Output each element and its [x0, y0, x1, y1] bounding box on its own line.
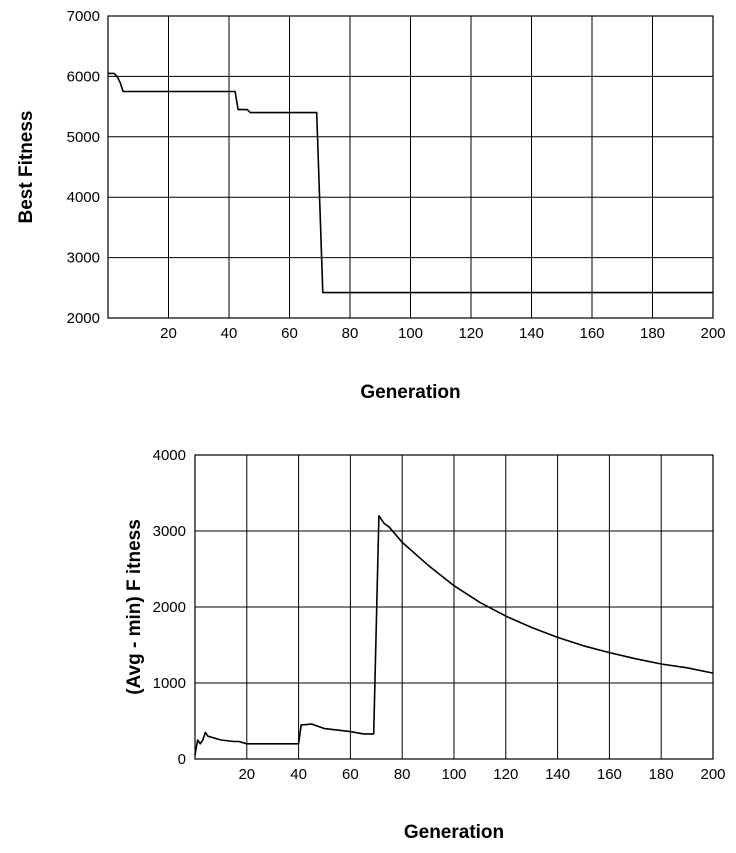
y-tick-label: 1000	[153, 675, 186, 692]
y-tick-label: 2000	[67, 310, 100, 327]
x-tick-label: 200	[700, 325, 725, 342]
plot-frame	[107, 15, 714, 319]
x-tick-label: 180	[640, 325, 665, 342]
y-tick-label: 5000	[67, 129, 100, 146]
x-tick-label: 140	[545, 766, 570, 783]
x-tick-label: 200	[700, 766, 725, 783]
x-tick-label: 80	[394, 766, 411, 783]
y-tick-label: 7000	[67, 8, 100, 25]
chart-1: 20 40 60 80 100 120 140 160 180 200 2000 3000 4000 50…	[16, 8, 726, 403]
x-axis-title: Generation	[360, 382, 460, 403]
y-tick-label: 2000	[153, 599, 186, 616]
x-tick-label: 160	[597, 766, 622, 783]
x-axis-title: Generation	[404, 822, 504, 843]
x-tick-label: 160	[579, 325, 604, 342]
x-tick-label: 20	[238, 766, 255, 783]
x-tick-label: 40	[290, 766, 307, 783]
y-axis-title: Best Fitness	[16, 111, 37, 224]
y-tick-label: 3000	[153, 523, 186, 540]
x-tick-label: 140	[519, 325, 544, 342]
x-tick-label: 120	[458, 325, 483, 342]
y-tick-label: 4000	[67, 189, 100, 206]
series-line	[194, 514, 714, 756]
x-tick-label: 120	[493, 766, 518, 783]
series-line	[108, 72, 713, 294]
y-tick-label: 3000	[67, 250, 100, 267]
x-tick-label: 100	[441, 766, 466, 783]
x-tick-label: 100	[398, 325, 423, 342]
y-tick-label: 0	[178, 751, 186, 768]
y-axis-title: (Avg - min) F itness	[124, 519, 145, 695]
x-tick-label: 60	[342, 766, 359, 783]
chart-2: 20 40 60 80 100 120 140 160 180 20001000200030004…	[124, 447, 726, 843]
y-tick-label: 6000	[67, 68, 100, 85]
y-tick-label: 4000	[153, 447, 186, 464]
x-tick-label: 80	[342, 325, 359, 342]
x-tick-label: 180	[649, 766, 674, 783]
x-tick-label: 40	[221, 325, 238, 342]
x-tick-label: 60	[281, 325, 298, 342]
x-tick-label: 20	[160, 325, 177, 342]
plot-frame	[194, 454, 714, 760]
